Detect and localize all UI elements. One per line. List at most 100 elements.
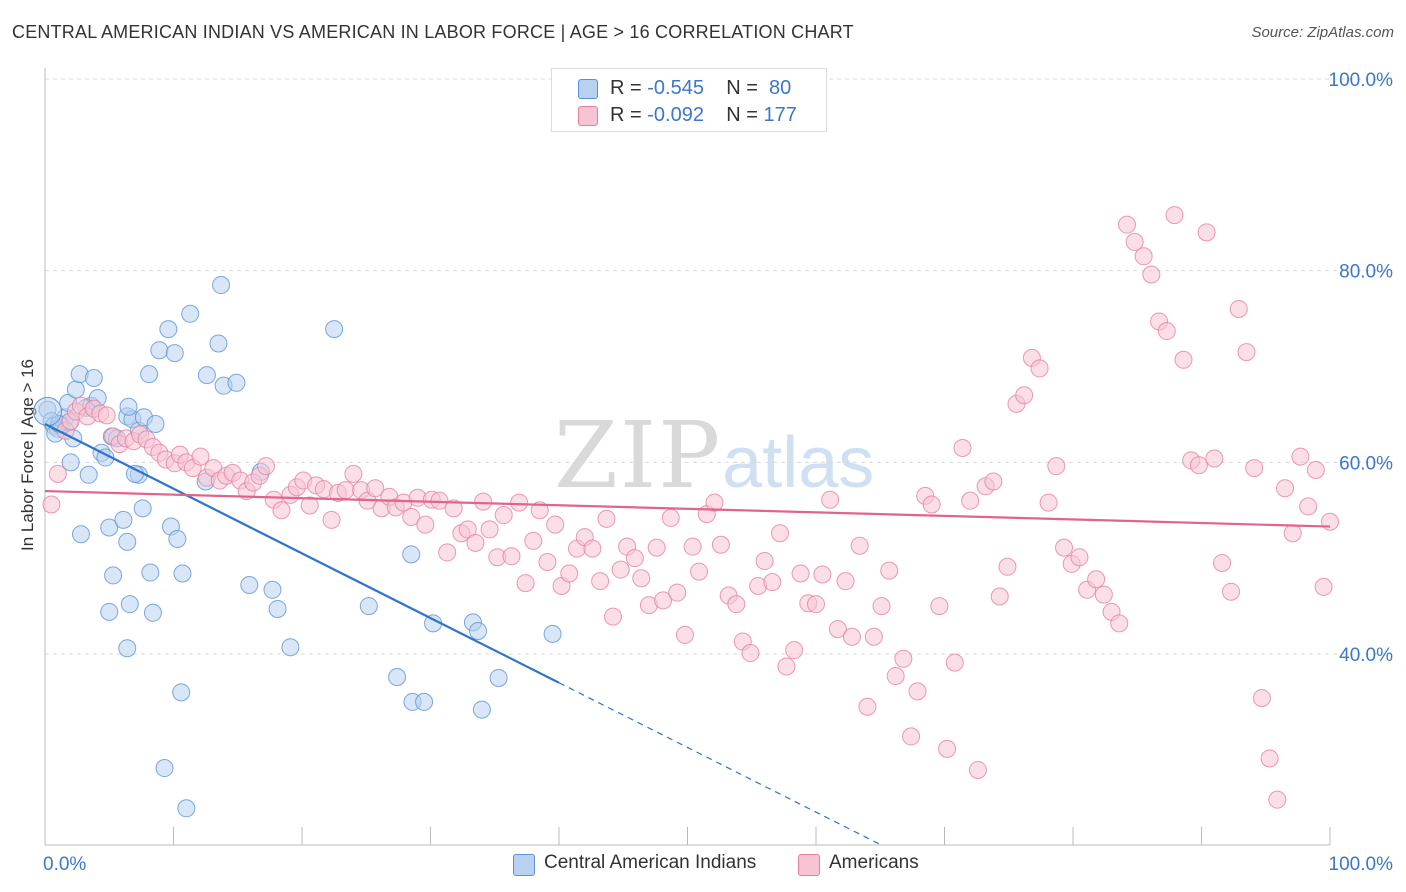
data-point [560,564,579,583]
data-point [850,536,869,555]
data-point [336,481,355,500]
data-point [125,464,144,483]
data-point [159,320,178,339]
data-point [1015,386,1034,405]
data-point [938,739,957,758]
data-point [79,465,98,484]
data-point [1039,493,1058,512]
data-point [1260,749,1279,768]
data-point [690,562,709,581]
data-point [150,341,169,360]
data-point [791,564,810,583]
data-point [143,603,162,622]
data-point [263,580,282,599]
data-point [172,683,191,702]
data-point [1174,350,1193,369]
data-point [763,573,782,592]
data-point [1197,223,1216,242]
trend-line-blue [44,423,560,684]
data-point [118,639,137,658]
legend-swatch-pink [578,106,598,126]
data-point [1125,232,1144,251]
legend-n-value: 80 [769,77,792,99]
data-point [268,599,287,618]
data-point [402,507,421,526]
data-point [654,591,673,610]
legend-r-value: -0.092 [647,104,704,126]
data-point [902,727,921,746]
data-point [1094,585,1113,604]
data-point [1142,265,1161,284]
data-point [836,572,855,591]
data-point [828,620,847,639]
data-point [469,622,488,640]
data-point [632,569,651,588]
data-point [807,595,825,614]
data-point [66,380,85,399]
data-point [168,530,187,548]
data-point [118,532,137,551]
data-point [155,759,174,778]
x-tick-label: 100.0% [1329,854,1394,875]
data-point [212,276,231,295]
legend-swatch-blue [578,79,598,99]
data-point [880,561,899,580]
data-point [489,668,508,687]
data-point [146,415,165,433]
data-point [1047,457,1066,476]
gridlines [45,78,1392,655]
legend-r-label: R = [610,77,648,99]
data-point [755,552,774,571]
data-point [366,479,385,498]
data-point [120,595,139,614]
data-point [1306,461,1325,479]
data-point [543,624,562,643]
data-point [727,595,746,614]
data-point [510,493,529,512]
data-point [322,510,341,529]
bottom-legend-label-blue: Central American Indians [544,852,757,873]
data-point [1157,322,1176,341]
data-point [97,406,116,425]
data-point [141,563,160,582]
data-point [821,490,840,509]
tick-labels: 40.0% 60.0% 80.0% 100.0% 0.0% 100.0% [43,70,1393,875]
data-point [1283,524,1302,543]
data-point [84,369,103,387]
data-point [344,464,363,483]
watermark-atlas: atlas [722,423,875,503]
data-point [438,543,457,562]
data-point [741,644,760,663]
data-point [1314,577,1333,596]
data-point [1245,459,1264,478]
data-point [197,366,216,385]
data-point [227,373,246,392]
data-point [100,518,119,537]
data-point [42,495,61,514]
data-point [240,576,259,594]
data-point [524,531,543,550]
data-point [1321,512,1339,531]
data-point [1189,456,1208,475]
data-point [71,525,90,544]
data-point [104,566,123,585]
data-point [388,668,407,686]
data-point [173,564,192,583]
correlation-legend: R = -0.545 N = 80 R = -0.092 N = 177 [551,68,827,132]
data-point [1205,449,1224,468]
data-point [1299,497,1318,516]
data-point [998,557,1017,576]
data-point [771,524,790,543]
data-point [990,587,1009,606]
data-point [114,510,133,529]
data-point [953,438,972,457]
data-point [1165,206,1184,225]
data-point [1134,247,1153,266]
bottom-legend-swatch-pink [798,854,820,876]
trend-lines [44,423,1331,846]
y-tick-label: 40.0% [1339,645,1393,666]
data-point [945,653,964,672]
data-point [1229,300,1248,318]
data-point [864,627,883,646]
chart-title: CENTRAL AMERICAN INDIAN VS AMERICAN IN L… [12,22,854,42]
